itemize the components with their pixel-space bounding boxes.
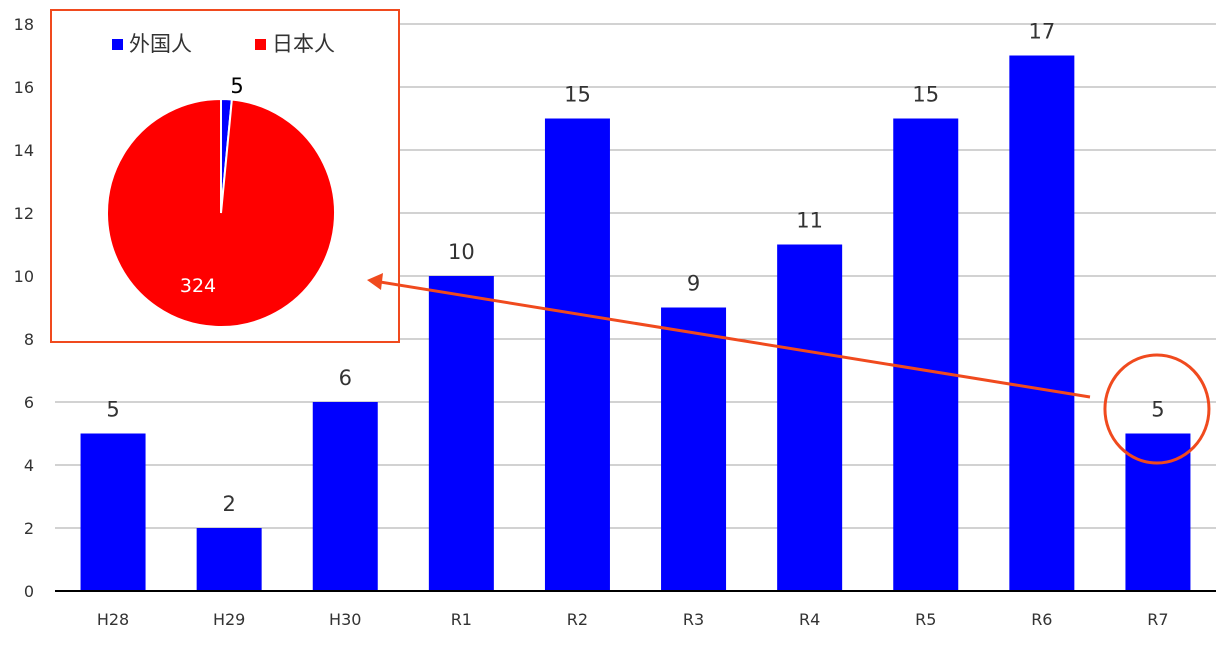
y-tick-label: 10 <box>14 267 34 286</box>
pie-inset: 外国人 日本人 5 324 <box>50 9 400 343</box>
data-label: 5 <box>106 398 119 422</box>
pie-slice-1 <box>106 97 336 328</box>
legend-swatch <box>255 39 266 50</box>
x-tick-label: R7 <box>1147 610 1168 629</box>
x-tick-label: R3 <box>683 610 704 629</box>
pie-value-label: 324 <box>180 275 216 297</box>
x-tick-label: R4 <box>799 610 820 629</box>
bar-h29 <box>196 528 262 591</box>
data-label: 9 <box>687 272 700 296</box>
data-label: 11 <box>796 209 823 233</box>
y-tick-label: 2 <box>24 519 34 538</box>
bar-r6 <box>1009 55 1075 591</box>
data-label: 5 <box>1151 398 1164 422</box>
y-tick-label: 6 <box>24 393 34 412</box>
y-tick-label: 18 <box>14 15 34 34</box>
x-tick-label: R6 <box>1031 610 1052 629</box>
y-tick-label: 0 <box>24 582 34 601</box>
y-tick-label: 4 <box>24 456 34 475</box>
x-tick-label: R2 <box>567 610 588 629</box>
x-tick-label: R5 <box>915 610 936 629</box>
x-tick-label: H30 <box>329 610 361 629</box>
y-tick-label: 16 <box>14 78 34 97</box>
legend-label: 外国人 <box>129 32 192 56</box>
y-tick-label: 14 <box>14 141 34 160</box>
data-label: 15 <box>564 83 591 107</box>
annotations <box>367 273 1211 465</box>
y-tick-label: 12 <box>14 204 34 223</box>
x-tick-label: R1 <box>451 610 472 629</box>
arrow-head <box>367 273 383 290</box>
x-tick-label: H28 <box>97 610 129 629</box>
data-label: 10 <box>448 240 475 264</box>
bar-h30 <box>312 402 378 591</box>
bar-r5 <box>893 118 959 591</box>
bar-h28 <box>80 433 146 591</box>
pie-value-label: 5 <box>230 74 243 98</box>
bar-r1 <box>428 276 494 591</box>
data-label: 6 <box>339 366 352 390</box>
axes: 0 2 4 6 8 10 12 14 16 18 H28 H29 H30 R1 R2 R3 R4 R5 R6 R7 <box>14 15 1216 629</box>
data-label: 2 <box>222 492 235 516</box>
y-tick-label: 8 <box>24 330 34 349</box>
bar-r3 <box>661 307 727 591</box>
legend-swatch <box>112 39 123 50</box>
bar-series: 5 2 6 10 15 9 11 15 17 5 <box>80 20 1191 591</box>
bar-r4 <box>777 244 843 591</box>
x-tick-label: H29 <box>213 610 245 629</box>
bar-r2 <box>544 118 610 591</box>
arrow-line <box>379 280 1091 399</box>
data-label: 15 <box>912 83 939 107</box>
highlight-circle <box>1103 353 1211 465</box>
legend-label: 日本人 <box>272 32 335 56</box>
data-label: 17 <box>1028 20 1055 44</box>
